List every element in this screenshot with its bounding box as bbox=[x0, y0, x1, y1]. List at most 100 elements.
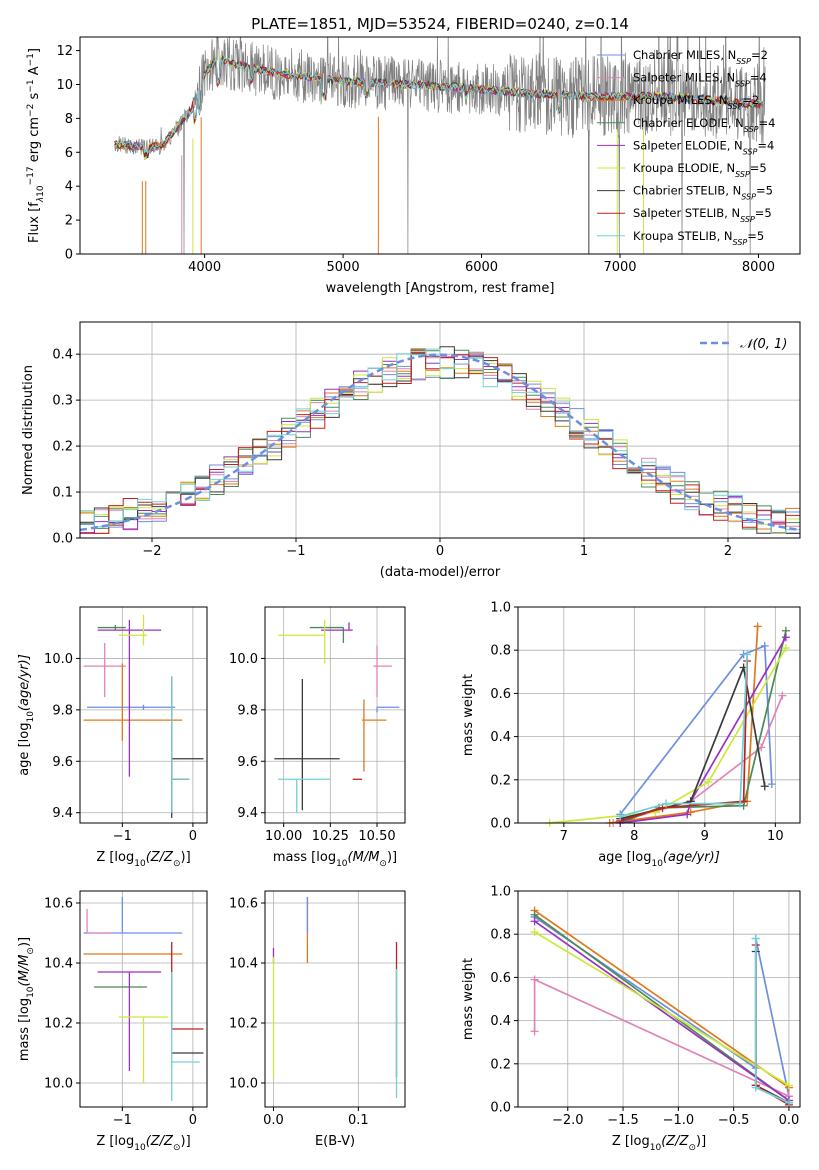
x-tick-label: 2 bbox=[724, 544, 732, 559]
weight-line bbox=[619, 630, 787, 823]
weight-line bbox=[533, 978, 790, 1097]
errorbar-point bbox=[278, 619, 326, 664]
errorbar-point bbox=[171, 676, 190, 813]
label-part: )] bbox=[17, 937, 32, 947]
label-part: −1 bbox=[26, 53, 36, 66]
x-tick-label: 10.00 bbox=[265, 829, 302, 844]
label-part: (Z/Z bbox=[146, 850, 174, 865]
model-spectrum bbox=[114, 55, 765, 159]
errorbar-point bbox=[171, 676, 190, 780]
legend-part: SSP bbox=[736, 57, 751, 66]
legend-part: =2 bbox=[751, 48, 768, 62]
x-tick-label: −1 bbox=[113, 829, 132, 844]
y-tick-label: 10.4 bbox=[44, 957, 73, 972]
y-tick-label: 0 bbox=[65, 248, 73, 263]
legend-part: =5 bbox=[755, 206, 772, 220]
y-tick-label: 0.3 bbox=[52, 394, 73, 409]
label-part: 10 bbox=[26, 986, 36, 998]
legend-part: =4 bbox=[757, 138, 774, 152]
label-part: )] bbox=[181, 1134, 191, 1149]
errorbar-point bbox=[373, 645, 392, 697]
axes-frame bbox=[517, 606, 801, 824]
x-tick-label: −1 bbox=[113, 1113, 132, 1128]
legend-label: Kroupa STELIB, NSSP=5 bbox=[633, 229, 764, 247]
y-tick-label: 9.6 bbox=[237, 755, 258, 770]
errorbar-point bbox=[97, 971, 162, 1071]
label-part: (M/M bbox=[348, 850, 380, 865]
x-tick-label: −2 bbox=[142, 544, 161, 559]
y-tick-label: 9.4 bbox=[237, 806, 258, 821]
axes-frame bbox=[79, 606, 208, 824]
legend-part: SSP bbox=[728, 102, 743, 111]
weight-line bbox=[534, 909, 790, 1089]
legend-part: SSP bbox=[740, 215, 755, 224]
label-part: (age/yr)] bbox=[663, 850, 720, 865]
x-tick-label: 10 bbox=[767, 829, 784, 844]
label-part: ⊙ bbox=[173, 859, 181, 869]
x-tick-label: 0 bbox=[436, 544, 444, 559]
label-part: 10 bbox=[336, 859, 348, 869]
axes-frame bbox=[79, 36, 801, 255]
legend-part: SSP bbox=[735, 79, 750, 88]
weight-marker bbox=[662, 799, 671, 808]
errorbar-point bbox=[86, 909, 112, 934]
legend-part: Chabrier MILES, N bbox=[633, 48, 736, 62]
weight-line bbox=[534, 914, 790, 1102]
y-tick-label: 8 bbox=[65, 112, 73, 127]
errorbar-point bbox=[83, 897, 183, 934]
label-part: mass weight bbox=[461, 958, 476, 1040]
label-part: 10 bbox=[134, 859, 146, 869]
y-tick-label: 4 bbox=[65, 180, 73, 195]
label-part: Z [log bbox=[612, 1134, 650, 1149]
label-part: (M/M bbox=[17, 955, 32, 987]
y-tick-label: 10.4 bbox=[229, 957, 258, 972]
label-part: age [log bbox=[17, 723, 32, 776]
y-tick-label: 2 bbox=[65, 214, 73, 229]
weight-marker bbox=[736, 799, 745, 808]
weight-marker bbox=[753, 622, 762, 631]
axes-frame bbox=[517, 890, 801, 1108]
label-part: ⊙ bbox=[379, 859, 387, 869]
legend-part: Salpeter ELODIE, N bbox=[633, 138, 743, 152]
y-tick-label: 0.8 bbox=[490, 928, 511, 943]
y-tick-label: 0.8 bbox=[490, 644, 511, 659]
weight-line bbox=[619, 654, 748, 818]
weight-marker bbox=[530, 928, 539, 937]
weight-marker bbox=[760, 782, 769, 791]
y-tick-label: 0.2 bbox=[490, 1057, 511, 1072]
y-axis-label: Normed distribution bbox=[21, 365, 36, 495]
x-tick-label: 0 bbox=[189, 1113, 197, 1128]
label-part: ⊙ bbox=[688, 1143, 696, 1153]
x-tick-label: 5000 bbox=[327, 260, 360, 275]
x-tick-label: −1 bbox=[286, 544, 305, 559]
legend-part: Kroupa ELODIE, N bbox=[633, 161, 735, 175]
legend-part: SSP bbox=[743, 147, 758, 156]
weight-line bbox=[549, 647, 787, 823]
label-part: (Z/Z bbox=[146, 1134, 174, 1149]
label-part: wavelength [Angstrom, rest frame] bbox=[326, 281, 555, 296]
x-axis-label: mass [log10(M/M⊙)] bbox=[273, 850, 397, 869]
weight-marker bbox=[616, 812, 625, 821]
legend-label: Salpeter MILES, NSSP=4 bbox=[633, 71, 767, 89]
y-tick-label: 0.4 bbox=[490, 1014, 511, 1029]
weight-line bbox=[534, 931, 790, 1087]
weight-marker bbox=[683, 810, 692, 819]
weight-line bbox=[534, 916, 790, 1097]
errorbar-point bbox=[97, 625, 126, 631]
errorbar-point bbox=[171, 972, 200, 1101]
y-tick-label: 1.0 bbox=[490, 885, 511, 900]
x-tick-label: 1 bbox=[580, 544, 588, 559]
y-tick-label: 10.6 bbox=[44, 897, 73, 912]
x-axis-label: wavelength [Angstrom, rest frame] bbox=[326, 281, 555, 296]
x-axis-label: Z [log10(Z/Z⊙)] bbox=[96, 1134, 190, 1153]
axes-frame bbox=[79, 890, 208, 1108]
y-tick-label: 0.0 bbox=[490, 817, 511, 832]
legend-part: SSP bbox=[735, 170, 750, 179]
y-tick-label: 10.2 bbox=[229, 1017, 258, 1032]
label-part: (data-model)/error bbox=[380, 565, 501, 580]
weight-marker bbox=[530, 975, 539, 984]
x-tick-label: 8 bbox=[630, 829, 638, 844]
label-part: (age/yr)] bbox=[17, 654, 32, 711]
y-tick-label: 9.6 bbox=[52, 755, 73, 770]
